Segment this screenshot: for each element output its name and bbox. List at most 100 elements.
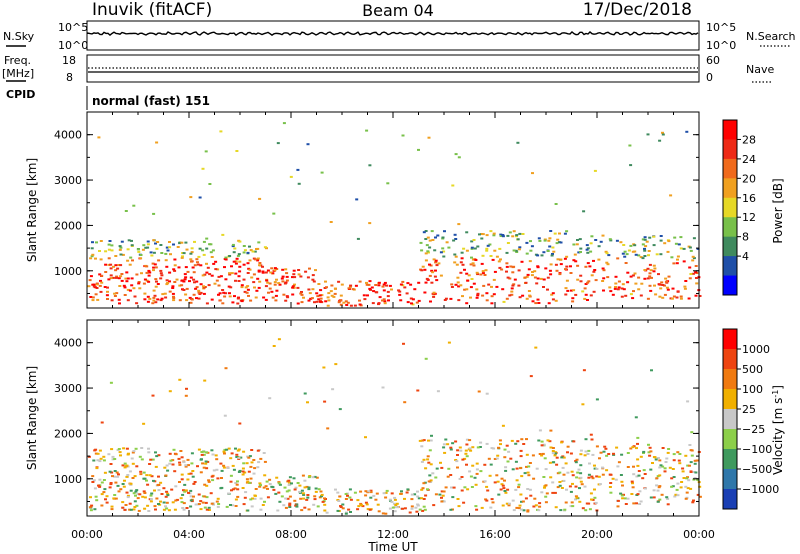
- data-cell: [196, 261, 199, 264]
- data-cell: [431, 472, 435, 475]
- data-cell: [150, 475, 154, 478]
- data-cell: [276, 142, 280, 145]
- data-cell: [589, 242, 593, 245]
- data-cell: [315, 300, 319, 303]
- data-cell: [383, 300, 387, 303]
- data-cell: [698, 295, 702, 297]
- data-cell: [370, 286, 374, 289]
- data-cell: [285, 279, 289, 282]
- data-cell: [297, 269, 301, 271]
- data-cell: [655, 477, 659, 480]
- data-cell: [512, 283, 516, 286]
- data-cell: [681, 470, 685, 473]
- data-cell: [381, 285, 385, 288]
- data-cell: [398, 290, 402, 293]
- data-cell: [554, 299, 558, 302]
- data-cell: [566, 471, 570, 474]
- data-cell: [298, 490, 302, 493]
- data-cell: [175, 498, 179, 501]
- colorbar-swatch: [723, 217, 737, 238]
- data-cell: [100, 274, 104, 277]
- data-cell: [89, 257, 93, 260]
- data-cell: [512, 230, 516, 233]
- data-cell: [421, 487, 425, 490]
- data-cell: [435, 264, 439, 267]
- data-cell: [425, 244, 429, 247]
- data-cell: [666, 451, 670, 454]
- data-cell: [230, 489, 233, 492]
- data-cell: [579, 449, 583, 452]
- data-cell: [554, 203, 558, 205]
- data-cell: [119, 264, 123, 267]
- data-cell: [262, 486, 266, 489]
- data-cell: [89, 509, 93, 512]
- data-cell: [245, 462, 249, 465]
- data-cell: [189, 495, 193, 498]
- data-cell: [517, 284, 521, 287]
- data-cell: [326, 296, 330, 299]
- data-cell: [169, 253, 172, 256]
- data-cell: [682, 477, 686, 479]
- data-cell: [329, 221, 333, 223]
- data-cell: [693, 477, 697, 480]
- data-cell: [481, 294, 485, 297]
- data-cell: [581, 507, 585, 510]
- data-cell: [664, 277, 668, 280]
- data-cell: [420, 460, 424, 463]
- data-cell: [607, 254, 611, 257]
- data-cell: [199, 471, 203, 474]
- data-cell: [174, 485, 178, 488]
- data-cell: [110, 249, 114, 252]
- data-cell: [652, 264, 656, 267]
- data-cell: [607, 453, 611, 455]
- data-cell: [492, 234, 496, 237]
- data-cell: [320, 495, 323, 498]
- data-cell: [302, 493, 306, 496]
- data-cell: [598, 457, 601, 460]
- data-cell: [238, 265, 242, 268]
- data-cell: [505, 265, 509, 268]
- data-cell: [554, 263, 558, 266]
- data-cell: [138, 455, 142, 458]
- data-cell: [510, 439, 514, 442]
- data-cell: [666, 503, 670, 506]
- data-cell: [616, 499, 620, 502]
- data-cell: [657, 486, 661, 489]
- data-cell: [242, 263, 246, 266]
- data-cell: [536, 254, 540, 257]
- data-cell: [317, 283, 321, 285]
- data-cell: [617, 461, 621, 464]
- data-cell: [170, 488, 174, 491]
- data-cell: [295, 503, 299, 506]
- data-cell: [493, 270, 497, 273]
- data-cell: [694, 265, 698, 267]
- data-cell: [560, 456, 564, 459]
- data-cell: [497, 446, 500, 449]
- data-cell: [263, 460, 267, 463]
- data-cell: [100, 481, 104, 484]
- data-cell: [181, 493, 185, 496]
- data-cell: [537, 509, 541, 512]
- data-cell: [199, 500, 203, 503]
- data-cell: [119, 454, 122, 457]
- data-cell: [306, 143, 310, 146]
- data-cell: [305, 485, 309, 488]
- data-cell: [242, 503, 246, 506]
- data-cell: [523, 472, 527, 475]
- data-cell: [261, 265, 264, 268]
- data-cell: [225, 448, 229, 451]
- data-cell: [534, 302, 538, 305]
- data-cell: [623, 255, 627, 258]
- data-cell: [588, 462, 591, 465]
- data-cell: [574, 460, 578, 462]
- data-cell: [566, 289, 570, 292]
- data-cell: [155, 141, 159, 144]
- data-cell: [180, 241, 184, 244]
- data-cell: [109, 482, 113, 484]
- data-cell: [151, 262, 155, 265]
- data-cell: [433, 275, 437, 278]
- data-cell: [110, 508, 114, 511]
- data-cell: [469, 263, 473, 266]
- data-cell: [435, 467, 439, 470]
- data-cell: [516, 141, 520, 144]
